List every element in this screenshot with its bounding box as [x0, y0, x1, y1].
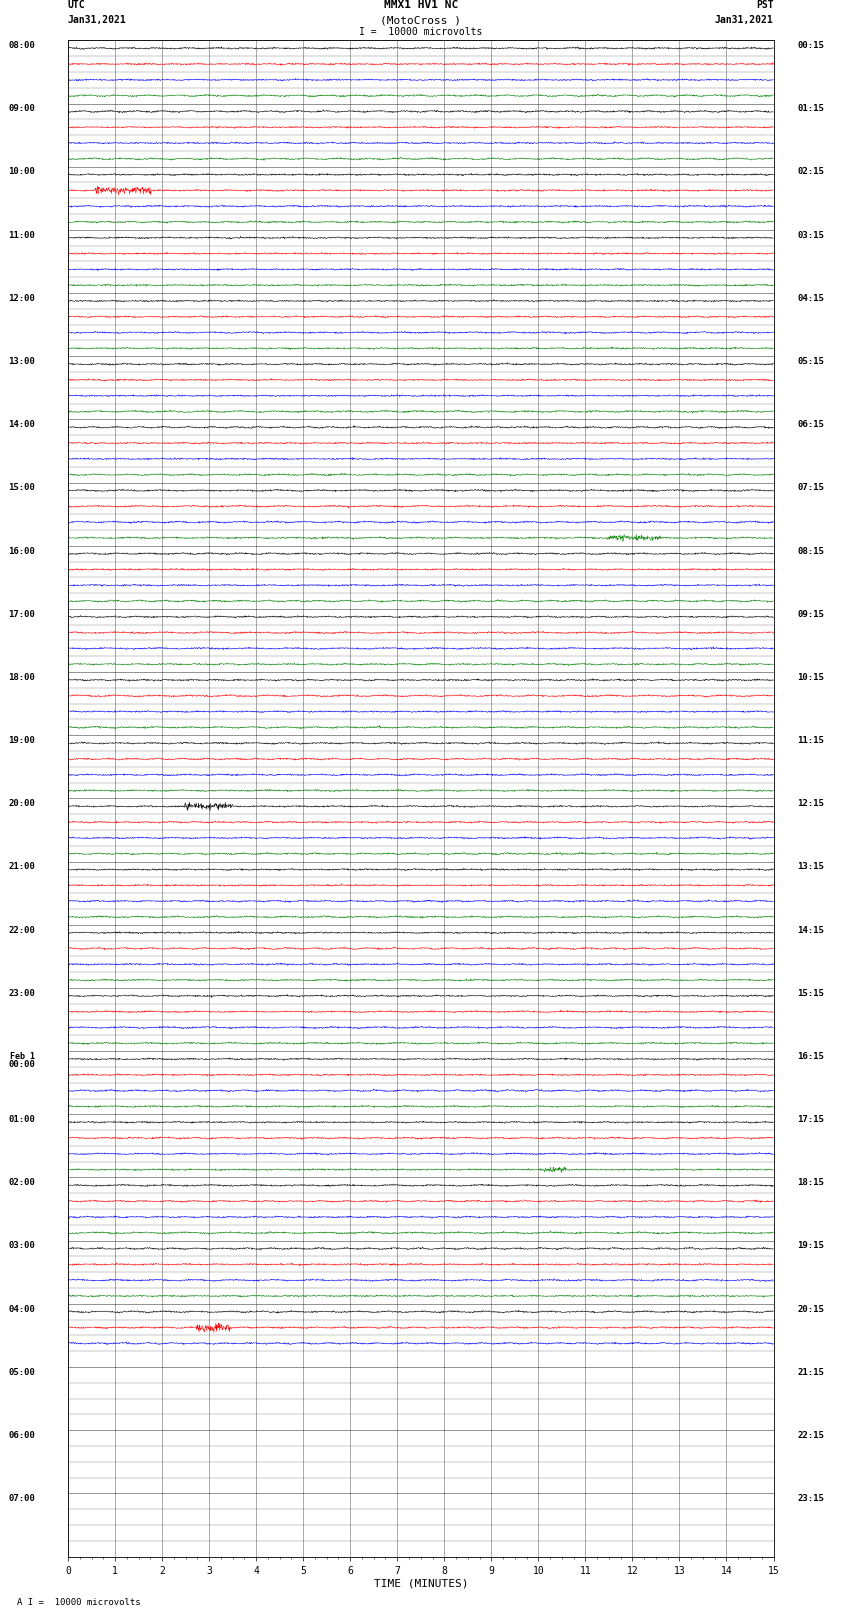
Text: 17:00: 17:00 [8, 610, 35, 619]
Text: 12:15: 12:15 [797, 798, 824, 808]
Text: 07:15: 07:15 [797, 484, 824, 492]
Text: 23:15: 23:15 [797, 1494, 824, 1503]
Text: 12:00: 12:00 [8, 294, 35, 303]
Text: 01:00: 01:00 [8, 1115, 35, 1124]
Text: 21:00: 21:00 [8, 863, 35, 871]
Text: 23:00: 23:00 [8, 989, 35, 998]
Text: 08:15: 08:15 [797, 547, 824, 555]
Text: 11:00: 11:00 [8, 231, 35, 240]
Text: Jan31,2021: Jan31,2021 [715, 15, 774, 26]
Text: 15:00: 15:00 [8, 484, 35, 492]
Text: 01:15: 01:15 [797, 105, 824, 113]
Text: 13:15: 13:15 [797, 863, 824, 871]
Text: 16:15: 16:15 [797, 1052, 824, 1061]
Text: 06:00: 06:00 [8, 1431, 35, 1440]
Text: 22:15: 22:15 [797, 1431, 824, 1440]
Text: MMX1 HV1 NC: MMX1 HV1 NC [383, 0, 458, 10]
Text: 07:00: 07:00 [8, 1494, 35, 1503]
Text: 10:00: 10:00 [8, 168, 35, 176]
Text: 19:15: 19:15 [797, 1242, 824, 1250]
Text: 11:15: 11:15 [797, 736, 824, 745]
Text: 09:00: 09:00 [8, 105, 35, 113]
Text: UTC: UTC [68, 0, 86, 10]
Text: 15:15: 15:15 [797, 989, 824, 998]
Text: 04:00: 04:00 [8, 1305, 35, 1313]
Text: 18:15: 18:15 [797, 1177, 824, 1187]
Text: 20:15: 20:15 [797, 1305, 824, 1313]
Text: 22:00: 22:00 [8, 926, 35, 934]
Text: 00:00: 00:00 [8, 1060, 35, 1069]
Text: I =  10000 microvolts: I = 10000 microvolts [359, 27, 483, 37]
Text: 20:00: 20:00 [8, 798, 35, 808]
Text: 03:15: 03:15 [797, 231, 824, 240]
Text: 06:15: 06:15 [797, 419, 824, 429]
Text: 18:00: 18:00 [8, 673, 35, 682]
Text: 02:15: 02:15 [797, 168, 824, 176]
Text: Feb 1: Feb 1 [10, 1052, 35, 1061]
Text: 04:15: 04:15 [797, 294, 824, 303]
Text: 21:15: 21:15 [797, 1368, 824, 1378]
Text: 03:00: 03:00 [8, 1242, 35, 1250]
Text: 00:15: 00:15 [797, 40, 824, 50]
Text: 16:00: 16:00 [8, 547, 35, 555]
Text: 14:15: 14:15 [797, 926, 824, 934]
Text: 13:00: 13:00 [8, 356, 35, 366]
Text: 14:00: 14:00 [8, 419, 35, 429]
Text: PST: PST [756, 0, 774, 10]
Text: 10:15: 10:15 [797, 673, 824, 682]
Text: 17:15: 17:15 [797, 1115, 824, 1124]
Text: 02:00: 02:00 [8, 1177, 35, 1187]
Text: 09:15: 09:15 [797, 610, 824, 619]
Text: Jan31,2021: Jan31,2021 [68, 15, 127, 26]
Text: A I =  10000 microvolts: A I = 10000 microvolts [17, 1597, 140, 1607]
Text: (MotoCross ): (MotoCross ) [380, 15, 462, 26]
Text: 05:15: 05:15 [797, 356, 824, 366]
Text: 08:00: 08:00 [8, 40, 35, 50]
Text: 05:00: 05:00 [8, 1368, 35, 1378]
Text: 19:00: 19:00 [8, 736, 35, 745]
X-axis label: TIME (MINUTES): TIME (MINUTES) [373, 1579, 468, 1589]
